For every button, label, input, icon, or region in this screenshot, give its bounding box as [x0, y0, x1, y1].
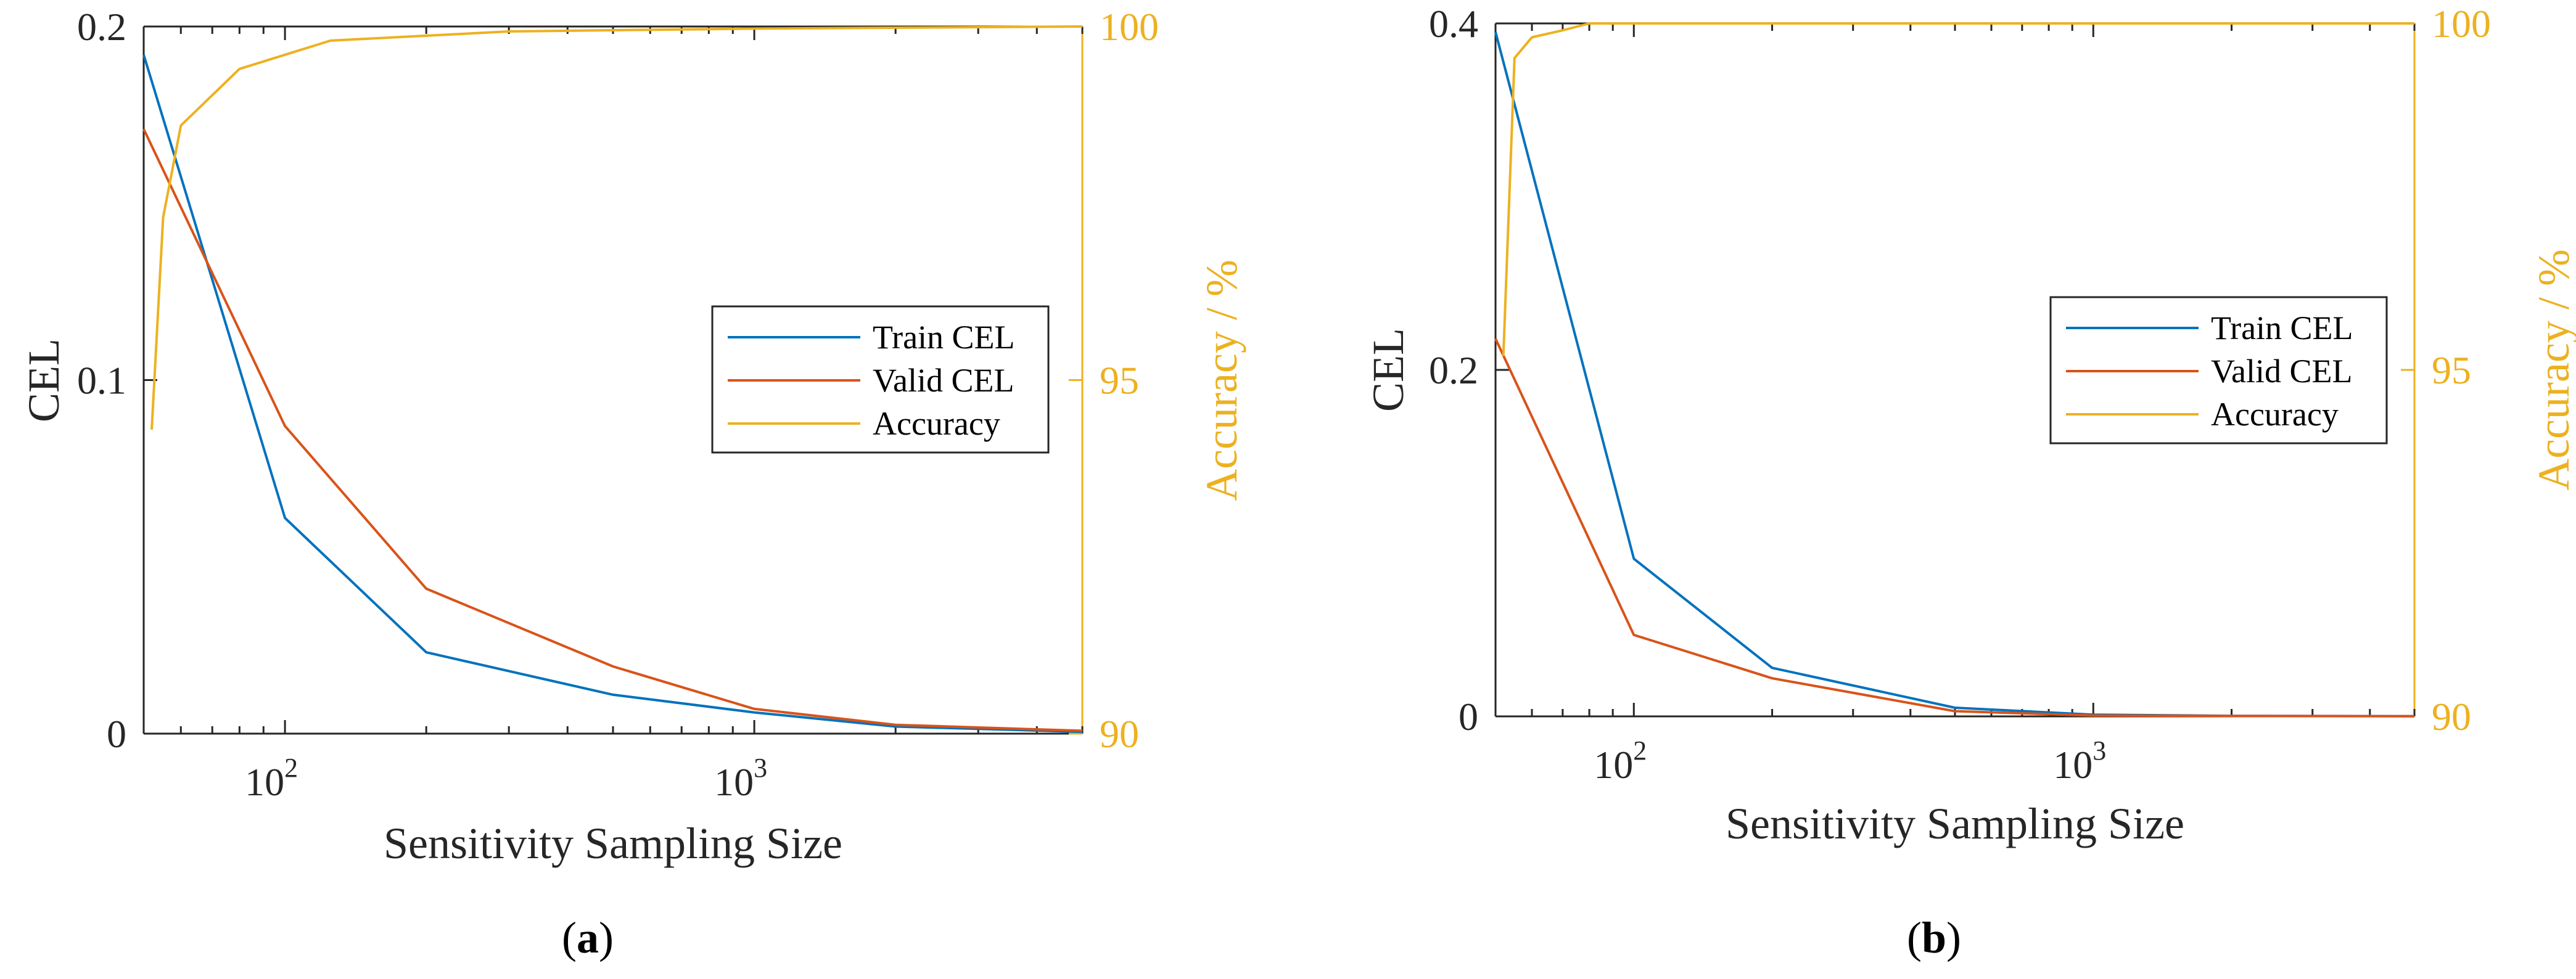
x-axis-title: Sensitivity Sampling Size	[384, 819, 842, 868]
x-tick-label: 102	[245, 753, 298, 804]
y2-tick-label: 100	[2432, 2, 2491, 46]
y-axis-title: CEL	[1364, 328, 1413, 412]
panel-b: 102 103 0 0.2 0.4 90 95 100 Sensitivity Sampling…	[1364, 2, 2576, 962]
x-tick-exponent: 2	[284, 753, 298, 783]
y2-tick-label: 90	[2432, 695, 2471, 739]
caption-open: (	[1907, 913, 1922, 962]
caption-close: )	[599, 913, 614, 962]
y2-tick-label: 100	[1100, 5, 1159, 49]
legend-label: Train CEL	[873, 319, 1015, 356]
y-tick-label: 0	[107, 712, 126, 756]
y-tick-label: 0.4	[1429, 2, 1478, 46]
x-tick-label: 102	[1594, 735, 1647, 787]
series-line-valid-cel	[1494, 338, 2415, 718]
y-tick-label: 0	[1459, 695, 1478, 739]
panel-caption: (b)	[1907, 913, 1961, 962]
x-tick-label: 103	[2053, 735, 2106, 787]
series-line-accuracy	[1502, 22, 2414, 356]
caption-close: )	[1946, 913, 1961, 962]
y2-tick-label: 95	[1100, 359, 1139, 403]
y2-tick-label: 90	[1100, 712, 1139, 756]
panel-caption: (a)	[562, 913, 614, 962]
caption-letter: b	[1922, 913, 1946, 962]
x-tick-exponent: 3	[2092, 735, 2106, 766]
y-tick-label: 0.1	[77, 359, 126, 403]
legend-label: Accuracy	[2211, 396, 2339, 433]
y-axis-title: CEL	[19, 338, 68, 422]
x-tick-label: 103	[714, 753, 767, 804]
series-line-accuracy	[150, 25, 1083, 430]
y2-axis-title: Accuracy / %	[2529, 249, 2576, 491]
caption-open: (	[562, 913, 577, 962]
caption-letter: a	[577, 913, 599, 962]
legend-label: Train CEL	[2211, 309, 2353, 346]
series-line-train-cel	[142, 54, 1083, 734]
x-tick-exponent: 3	[754, 753, 767, 783]
legend-label: Accuracy	[873, 405, 1000, 442]
x-tick-exponent: 2	[1633, 735, 1647, 766]
legend-label: Valid CEL	[873, 362, 1014, 399]
y2-axis-title: Accuracy / %	[1197, 260, 1246, 501]
x-axis-title: Sensitivity Sampling Size	[1726, 799, 2184, 848]
y-tick-label: 0.2	[77, 5, 126, 49]
y-tick-label: 0.2	[1429, 348, 1478, 392]
panel-a: 102 103 0 0.1 0.2 90 95 100 Sensitivity Sampling…	[19, 5, 1246, 962]
legend-label: Valid CEL	[2211, 353, 2352, 390]
y2-tick-label: 95	[2432, 348, 2471, 392]
series-line-valid-cel	[142, 128, 1083, 732]
